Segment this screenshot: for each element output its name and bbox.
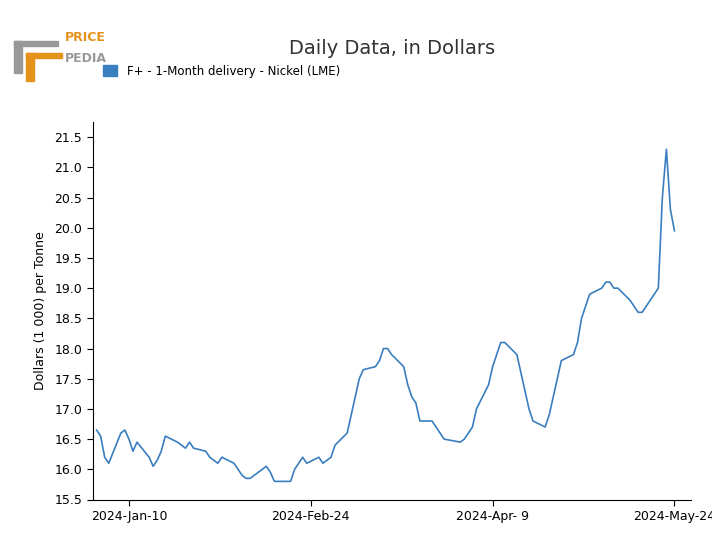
Text: PEDIA: PEDIA [65,52,107,64]
Bar [26,53,62,58]
Bar [14,41,23,73]
Bar [14,41,58,46]
Text: Daily Data, in Dollars: Daily Data, in Dollars [288,39,495,58]
Text: PRICE: PRICE [65,31,105,43]
Legend: F+ - 1-Month delivery - Nickel (LME): F+ - 1-Month delivery - Nickel (LME) [98,60,345,83]
Bar [26,53,34,81]
Y-axis label: Dollars (1 000) per Tonne: Dollars (1 000) per Tonne [34,231,47,390]
